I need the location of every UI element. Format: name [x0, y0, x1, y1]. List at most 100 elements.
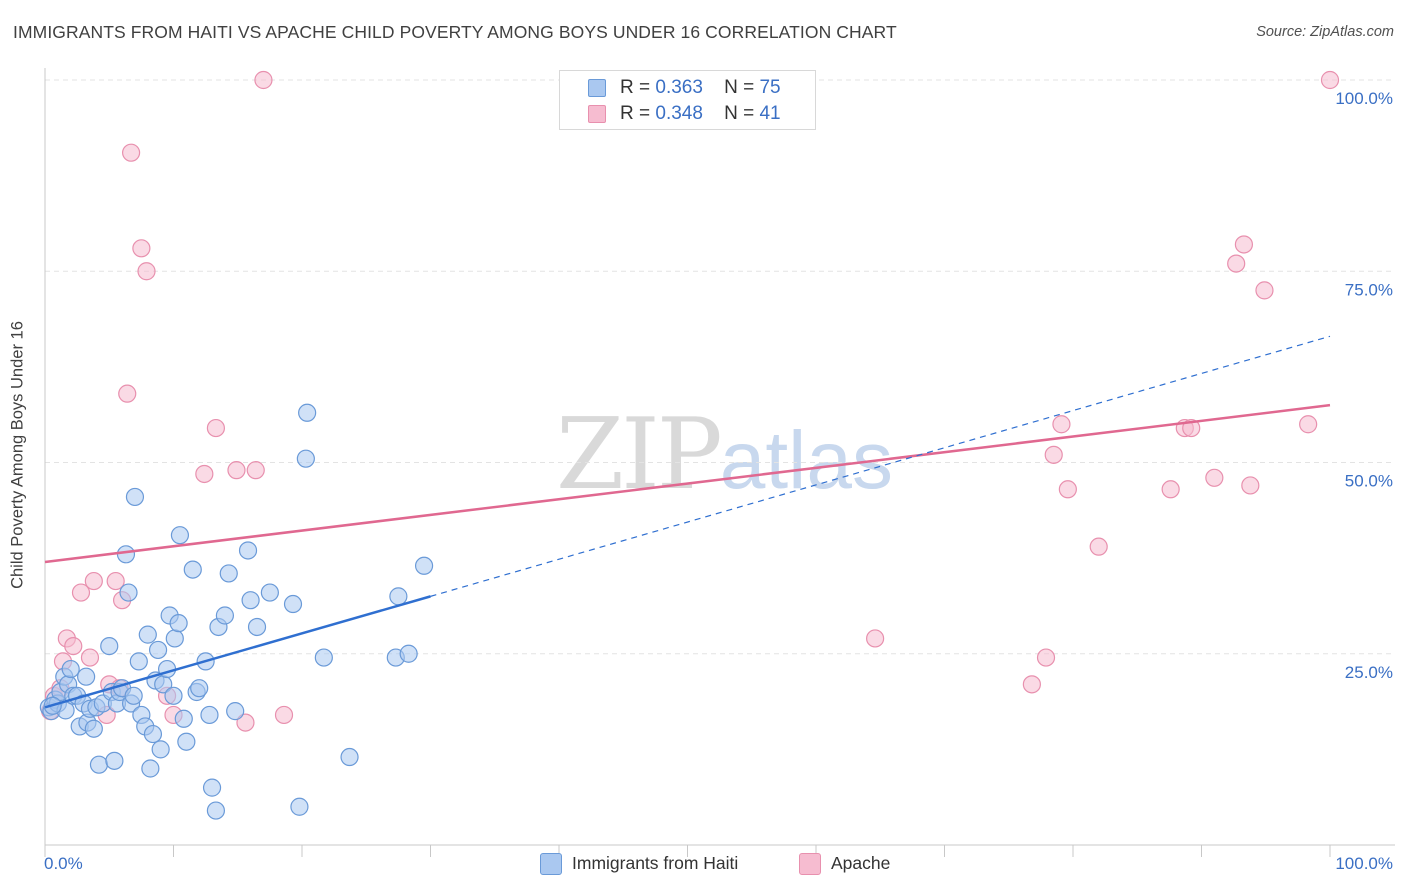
apache-point [1022, 675, 1041, 694]
haiti-point [100, 636, 119, 656]
haiti-point [298, 403, 317, 422]
apache-point [254, 70, 273, 90]
apache-point [236, 713, 255, 732]
y-axis-label: Child Poverty Among Boys Under 16 [8, 321, 27, 589]
y-tick-label: 75.0% [1345, 280, 1393, 299]
apache-point [118, 384, 137, 403]
apache-n-label: N = [724, 103, 755, 124]
apache-point [1161, 480, 1180, 499]
haiti-point [124, 686, 143, 705]
apache-trend-line [44, 403, 1331, 564]
apache-point [227, 461, 246, 480]
haiti-point [296, 449, 315, 468]
haiti-point [165, 629, 184, 648]
haiti-point [170, 526, 190, 545]
apache-point [71, 583, 91, 602]
apache-n-value: 41 [759, 103, 781, 124]
haiti-point [116, 545, 136, 564]
source-label: Source: ZipAtlas.com [1256, 24, 1394, 40]
haiti-r-value: 0.363 [655, 77, 703, 98]
apache-point [274, 705, 294, 725]
haiti-point [77, 667, 96, 686]
watermark-atlas: atlas [719, 415, 893, 506]
haiti-point [219, 564, 238, 583]
haiti-point [215, 606, 234, 625]
haiti-point [238, 541, 258, 560]
apache-point [1058, 480, 1077, 499]
apache-legend-label: Apache [831, 853, 891, 873]
watermark: ZIPatlas [556, 398, 893, 512]
apache-point [1205, 468, 1224, 487]
apache-point [84, 571, 103, 591]
haiti-point [61, 659, 80, 679]
apache-point [1241, 476, 1260, 495]
apache-point [132, 239, 151, 258]
haiti-point [164, 686, 183, 705]
haiti-legend-swatch [540, 853, 562, 875]
haiti-point [314, 648, 333, 667]
correlation-legend: R = 0.363 N = 75 R = 0.348 N = 41 [559, 70, 816, 130]
apache-point [1052, 415, 1071, 434]
apache-point [195, 464, 214, 484]
haiti-point [190, 679, 209, 698]
haiti-point [143, 724, 163, 744]
haiti-point [226, 702, 245, 721]
haiti-point [174, 709, 193, 728]
haiti-point [202, 778, 222, 797]
haiti-point [389, 587, 408, 606]
apache-swatch [588, 105, 606, 123]
haiti-n-value: 75 [759, 77, 781, 98]
apache-r-label: R = [620, 103, 651, 124]
haiti-point [340, 747, 359, 767]
haiti-point [119, 583, 138, 602]
apache-point [1234, 235, 1254, 254]
apache-point [1036, 648, 1056, 667]
apache-point [866, 629, 885, 648]
apache-point [1299, 415, 1318, 434]
haiti-point [177, 732, 196, 751]
haiti-point [200, 705, 219, 725]
apache-point [137, 262, 156, 281]
haiti-point [283, 594, 303, 614]
haiti-point [148, 640, 168, 660]
haiti-point [260, 583, 279, 602]
haiti-point [105, 751, 124, 770]
haiti-point [183, 560, 202, 579]
apache-point [1089, 537, 1108, 556]
apache-r-value: 0.348 [655, 103, 703, 124]
y-tick-label: 25.0% [1345, 663, 1393, 682]
haiti-point [141, 759, 160, 778]
haiti-point [151, 740, 170, 759]
haiti-point [414, 556, 434, 575]
apache-point [1320, 70, 1340, 90]
haiti-point [399, 644, 418, 663]
apache-point [206, 418, 226, 438]
apache-legend-swatch [799, 853, 821, 875]
haiti-point [290, 797, 309, 816]
apache-point [1255, 281, 1274, 300]
chart-title: IMMIGRANTS FROM HAITI VS APACHE CHILD PO… [13, 22, 897, 42]
haiti-point [84, 719, 103, 738]
y-tick-label: 50.0% [1345, 472, 1393, 491]
haiti-trend-extension [430, 335, 1331, 597]
haiti-legend-label: Immigrants from Haiti [572, 853, 739, 873]
x-tick-label-min: 0.0% [44, 854, 83, 873]
apache-point [1227, 254, 1246, 273]
haiti-point [138, 625, 157, 644]
haiti-point [241, 591, 260, 610]
apache-point [80, 648, 100, 667]
x-tick-label-max: 100.0% [1335, 854, 1393, 873]
apache-point [106, 571, 125, 591]
haiti-point [247, 617, 267, 637]
apache-point [1044, 445, 1063, 464]
watermark-zip: ZIP [556, 398, 723, 512]
haiti-point [125, 487, 145, 507]
haiti-point [206, 801, 226, 820]
apache-point [246, 461, 265, 480]
haiti-point [129, 652, 148, 671]
y-tick-label: 100.0% [1335, 89, 1393, 108]
apache-point [121, 143, 141, 162]
haiti-point [169, 614, 188, 633]
haiti-point [89, 755, 109, 774]
